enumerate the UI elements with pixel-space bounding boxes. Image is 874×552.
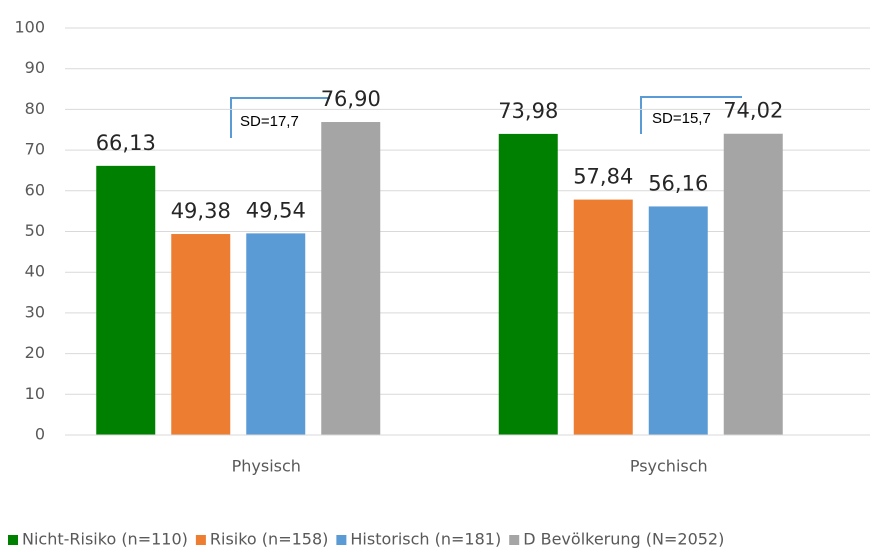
- y-tick-label: 40: [25, 262, 45, 281]
- y-tick-label: 50: [25, 221, 45, 240]
- legend-swatch: [336, 535, 347, 545]
- legend-swatch: [195, 535, 206, 545]
- y-tick-label: 10: [25, 384, 45, 403]
- value-label: 57,84: [573, 165, 633, 189]
- bar: [246, 233, 306, 435]
- legend-swatch: [8, 535, 18, 545]
- value-label: 66,13: [96, 131, 156, 155]
- y-tick-label: 100: [14, 18, 45, 37]
- value-label: 76,90: [321, 87, 381, 111]
- y-tick-label: 70: [25, 140, 45, 159]
- value-label: 49,54: [246, 198, 306, 222]
- x-tick-label: Psychisch: [630, 457, 708, 476]
- legend-label: Historisch (n=181): [350, 530, 501, 549]
- x-tick-label: Physisch: [232, 457, 301, 476]
- value-label: 56,16: [648, 171, 708, 195]
- legend-label: Risiko (n=158): [210, 530, 328, 549]
- y-tick-label: 90: [25, 58, 45, 77]
- value-label: 49,38: [171, 199, 231, 223]
- bar: [573, 199, 633, 435]
- bracket: [640, 96, 742, 134]
- legend-label: Nicht-Risiko (n=110): [22, 530, 188, 549]
- value-label: 73,98: [498, 99, 558, 123]
- bar: [96, 165, 156, 436]
- bar: [171, 234, 231, 435]
- legend-label: D Bevölkerung (N=2052): [523, 530, 724, 549]
- annotation: SD=17,7: [240, 113, 299, 130]
- legend-swatch: [509, 535, 520, 545]
- bar: [321, 122, 381, 435]
- bracket: [230, 97, 330, 138]
- y-tick-label: 60: [25, 180, 45, 199]
- y-tick-label: 20: [25, 343, 45, 362]
- bar: [498, 133, 558, 435]
- y-tick-label: 0: [35, 425, 45, 444]
- y-tick-label: 80: [25, 99, 45, 118]
- bar: [723, 133, 783, 436]
- y-tick-label: 30: [25, 302, 45, 321]
- value-label: 74,02: [723, 99, 783, 123]
- annotation: SD=15,7: [652, 110, 711, 127]
- bar: [648, 206, 708, 435]
